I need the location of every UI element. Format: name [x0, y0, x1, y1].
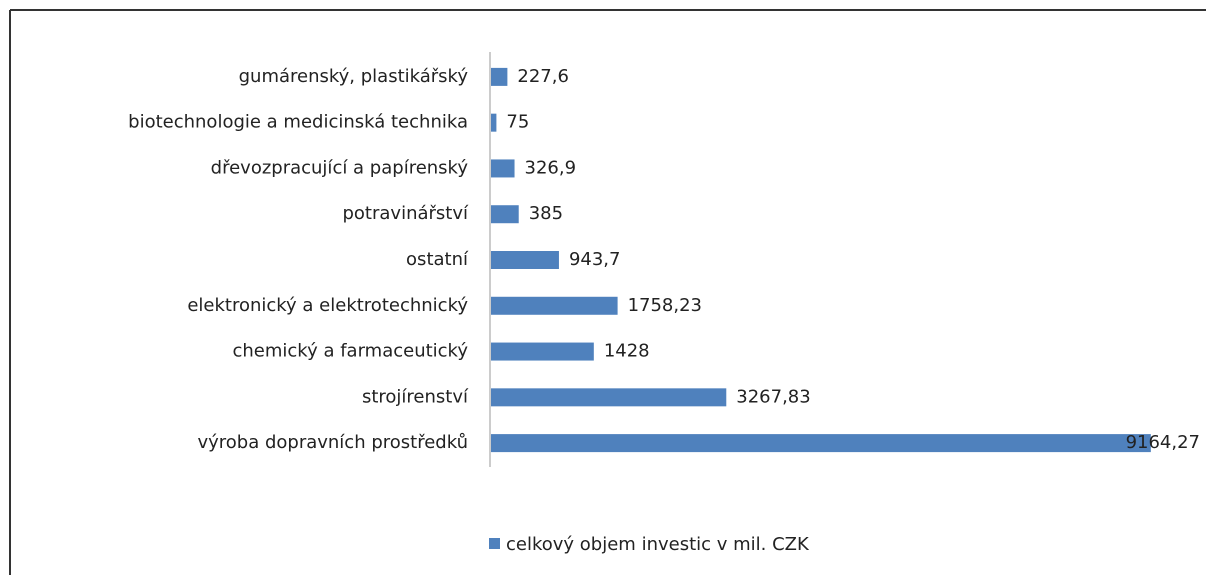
bar — [491, 159, 515, 178]
data-label: 1758,23 — [628, 295, 702, 316]
data-label: 227,6 — [517, 66, 569, 87]
y-tick-label: potravinářství — [342, 203, 469, 224]
bar — [491, 434, 1151, 453]
y-tick-label: výroba dopravních prostředků — [197, 432, 468, 453]
data-label: 326,9 — [525, 157, 577, 178]
y-tick-label: strojírenství — [362, 386, 469, 407]
bar — [491, 296, 618, 315]
legend-swatch — [489, 538, 500, 549]
y-tick-label: ostatní — [406, 249, 469, 270]
y-tick-label: elektronický a elektrotechnický — [187, 295, 468, 316]
bar — [491, 67, 508, 86]
bar — [491, 113, 497, 132]
legend-label: celkový objem investic v mil. CZK — [506, 534, 810, 555]
y-tick-label: dřevozpracující a papírenský — [211, 157, 469, 178]
y-tick-label: chemický a farmaceutický — [232, 341, 468, 362]
bar — [491, 342, 594, 361]
data-label: 75 — [506, 112, 529, 133]
data-label: 9164,27 — [1126, 432, 1200, 453]
y-tick-label: biotechnologie a medicinská technika — [128, 112, 468, 133]
data-label: 385 — [529, 203, 563, 224]
bar — [491, 388, 727, 407]
bar — [491, 205, 519, 224]
data-label: 1428 — [604, 341, 650, 362]
y-tick-label: gumárenský, plastikářský — [239, 66, 469, 87]
data-label: 943,7 — [569, 249, 621, 270]
bar — [491, 251, 559, 269]
data-label: 3267,83 — [736, 386, 810, 407]
